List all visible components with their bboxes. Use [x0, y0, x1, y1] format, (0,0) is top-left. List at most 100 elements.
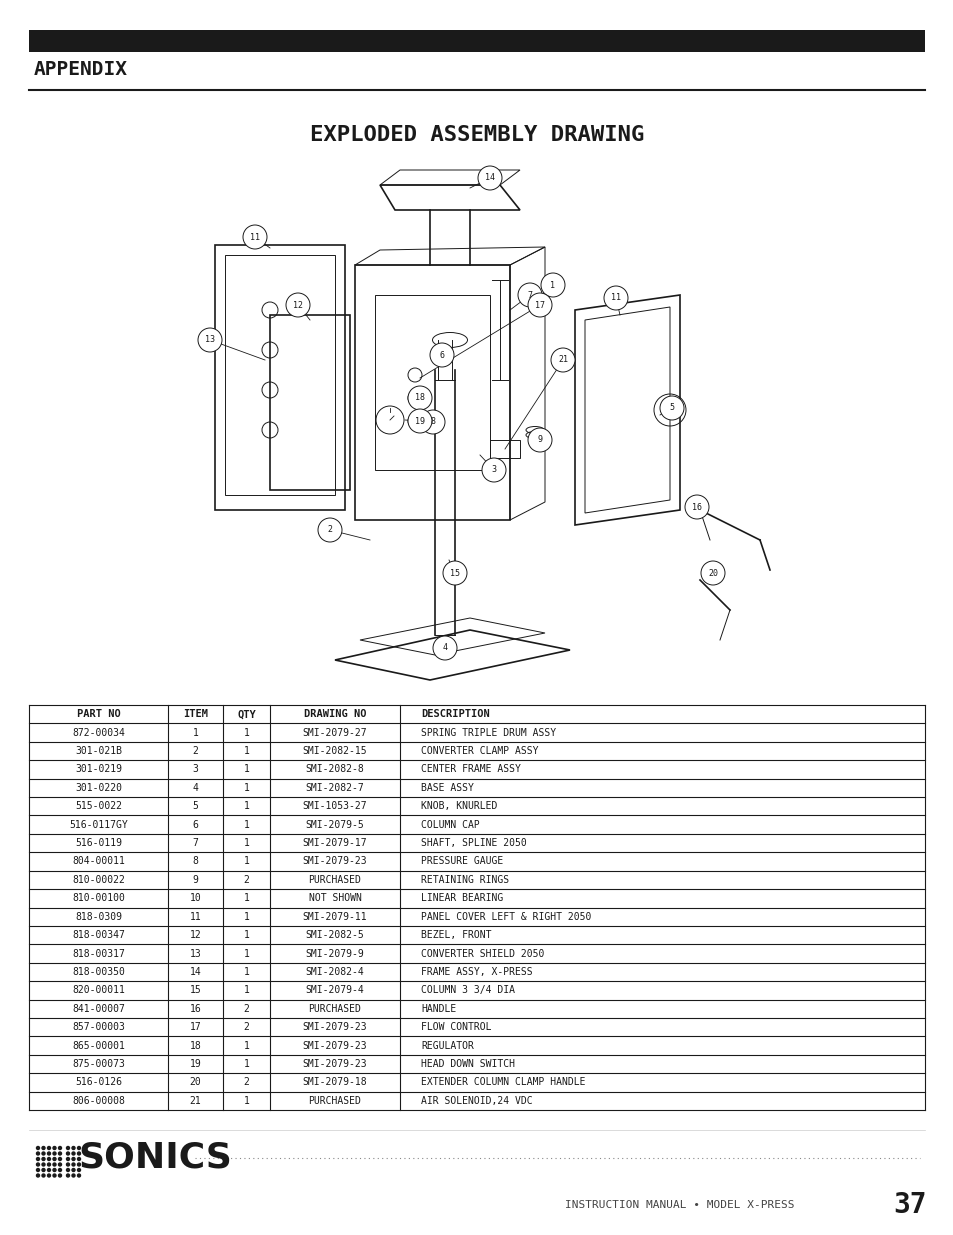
Text: SMI-2082-4: SMI-2082-4 — [305, 967, 364, 977]
Text: 1: 1 — [244, 839, 250, 848]
Text: 18: 18 — [415, 394, 424, 403]
Text: ITEM: ITEM — [183, 709, 208, 719]
Text: AIR SOLENOID,24 VDC: AIR SOLENOID,24 VDC — [420, 1095, 532, 1105]
Text: 9: 9 — [537, 436, 542, 445]
Text: 19: 19 — [190, 1058, 201, 1070]
Circle shape — [67, 1152, 70, 1155]
Circle shape — [71, 1152, 75, 1155]
Text: 1: 1 — [244, 986, 250, 995]
Circle shape — [53, 1157, 56, 1161]
Text: 11: 11 — [250, 232, 260, 242]
Text: SHAFT, SPLINE 2050: SHAFT, SPLINE 2050 — [420, 839, 526, 848]
Text: 21: 21 — [190, 1095, 201, 1105]
Circle shape — [58, 1146, 61, 1150]
Text: 1: 1 — [244, 746, 250, 756]
Circle shape — [53, 1146, 56, 1150]
Text: SMI-2082-8: SMI-2082-8 — [305, 764, 364, 774]
Circle shape — [53, 1152, 56, 1155]
Text: PART NO: PART NO — [76, 709, 120, 719]
Circle shape — [48, 1168, 51, 1172]
Circle shape — [58, 1152, 61, 1155]
Text: QTY: QTY — [237, 709, 255, 719]
Text: 4: 4 — [442, 643, 447, 652]
Text: 1: 1 — [244, 857, 250, 867]
Circle shape — [48, 1146, 51, 1150]
Text: CONVERTER SHIELD 2050: CONVERTER SHIELD 2050 — [420, 948, 544, 958]
Text: RETAINING RINGS: RETAINING RINGS — [420, 874, 509, 885]
Text: 15: 15 — [190, 986, 201, 995]
Text: 4: 4 — [193, 783, 198, 793]
Circle shape — [517, 283, 541, 308]
Text: SMI-2079-27: SMI-2079-27 — [302, 727, 367, 737]
Text: SMI-2079-23: SMI-2079-23 — [302, 1023, 367, 1032]
Text: 301-0219: 301-0219 — [75, 764, 122, 774]
Text: 19: 19 — [415, 416, 424, 426]
Circle shape — [198, 329, 222, 352]
Text: INSTRUCTION MANUAL • MODEL X-PRESS: INSTRUCTION MANUAL • MODEL X-PRESS — [565, 1200, 794, 1210]
Text: 5: 5 — [193, 802, 198, 811]
Circle shape — [67, 1146, 70, 1150]
Text: 10: 10 — [190, 893, 201, 903]
Text: 810-00100: 810-00100 — [71, 893, 125, 903]
Circle shape — [408, 387, 432, 410]
Circle shape — [77, 1152, 80, 1155]
Text: EXPLODED ASSEMBLY DRAWING: EXPLODED ASSEMBLY DRAWING — [310, 125, 643, 144]
Bar — [375, 295, 490, 471]
Text: 1: 1 — [244, 1041, 250, 1051]
Bar — [355, 266, 510, 520]
Text: 818-0309: 818-0309 — [75, 911, 122, 921]
Circle shape — [71, 1168, 75, 1172]
Text: 516-0119: 516-0119 — [75, 839, 122, 848]
Text: REGULATOR: REGULATOR — [420, 1041, 474, 1051]
Text: SMI-1053-27: SMI-1053-27 — [302, 802, 367, 811]
Text: 14: 14 — [190, 967, 201, 977]
Circle shape — [42, 1152, 45, 1155]
Circle shape — [48, 1157, 51, 1161]
Text: 5: 5 — [669, 404, 674, 412]
Circle shape — [42, 1157, 45, 1161]
Text: HANDLE: HANDLE — [420, 1004, 456, 1014]
Text: 9: 9 — [193, 874, 198, 885]
Text: 12: 12 — [190, 930, 201, 940]
Text: SMI-2079-17: SMI-2079-17 — [302, 839, 367, 848]
Circle shape — [36, 1152, 39, 1155]
Circle shape — [71, 1174, 75, 1177]
Text: SMI-2082-5: SMI-2082-5 — [305, 930, 364, 940]
Text: 16: 16 — [691, 503, 701, 511]
Text: 1: 1 — [244, 948, 250, 958]
Text: 820-00011: 820-00011 — [71, 986, 125, 995]
Circle shape — [442, 561, 467, 585]
Circle shape — [408, 409, 432, 433]
Text: 818-00350: 818-00350 — [71, 967, 125, 977]
Circle shape — [481, 458, 505, 482]
Circle shape — [71, 1157, 75, 1161]
Text: CENTER FRAME ASSY: CENTER FRAME ASSY — [420, 764, 520, 774]
Text: APPENDIX: APPENDIX — [34, 61, 128, 79]
Circle shape — [53, 1163, 56, 1166]
Text: 20: 20 — [707, 568, 718, 578]
Text: COLUMN 3 3/4 DIA: COLUMN 3 3/4 DIA — [420, 986, 515, 995]
Text: NOT SHOWN: NOT SHOWN — [308, 893, 361, 903]
Text: 806-00008: 806-00008 — [71, 1095, 125, 1105]
Text: DESCRIPTION: DESCRIPTION — [420, 709, 489, 719]
Circle shape — [48, 1174, 51, 1177]
Circle shape — [42, 1146, 45, 1150]
Text: 12: 12 — [293, 300, 303, 310]
Text: SONICS: SONICS — [78, 1141, 232, 1174]
Text: 6: 6 — [193, 820, 198, 830]
Circle shape — [42, 1163, 45, 1166]
Circle shape — [36, 1157, 39, 1161]
Circle shape — [42, 1174, 45, 1177]
Circle shape — [42, 1168, 45, 1172]
Circle shape — [77, 1146, 80, 1150]
Text: 37: 37 — [892, 1191, 925, 1219]
Text: SMI-2079-23: SMI-2079-23 — [302, 857, 367, 867]
Text: 11: 11 — [610, 294, 620, 303]
Text: 21: 21 — [558, 356, 567, 364]
Circle shape — [684, 495, 708, 519]
Text: 15: 15 — [450, 568, 459, 578]
Text: SMI-2079-18: SMI-2079-18 — [302, 1077, 367, 1087]
Text: EXTENDER COLUMN CLAMP HANDLE: EXTENDER COLUMN CLAMP HANDLE — [420, 1077, 585, 1087]
Text: SMI-2079-5: SMI-2079-5 — [305, 820, 364, 830]
Text: SMI-2079-9: SMI-2079-9 — [305, 948, 364, 958]
